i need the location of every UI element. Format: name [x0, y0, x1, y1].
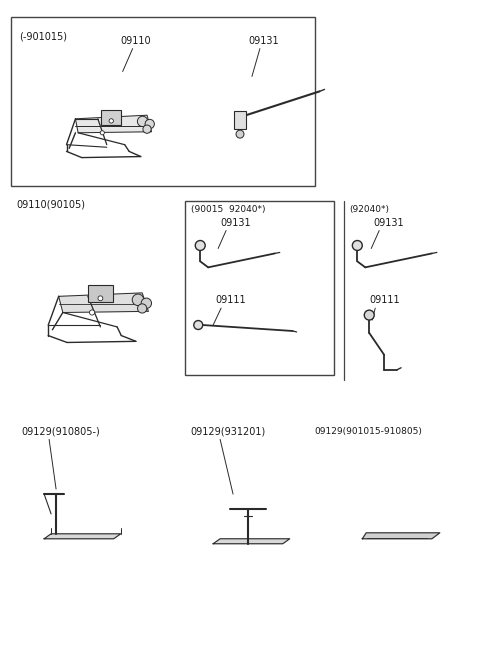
- Circle shape: [137, 116, 148, 127]
- Text: 09129(901015-910805): 09129(901015-910805): [314, 428, 422, 436]
- Text: 09129(910805-): 09129(910805-): [21, 426, 100, 436]
- Circle shape: [364, 310, 374, 320]
- Text: 09131: 09131: [373, 217, 404, 227]
- Circle shape: [352, 240, 362, 250]
- Polygon shape: [59, 293, 148, 313]
- Text: 09131: 09131: [220, 217, 251, 227]
- Circle shape: [98, 296, 103, 301]
- Circle shape: [194, 321, 203, 330]
- Circle shape: [138, 304, 147, 313]
- Bar: [234, 111, 246, 129]
- Text: 09111: 09111: [215, 295, 246, 305]
- Text: 09129(931201): 09129(931201): [190, 426, 265, 436]
- Polygon shape: [75, 115, 152, 133]
- Circle shape: [236, 130, 244, 138]
- Text: 09131: 09131: [248, 35, 278, 45]
- Text: (92040*): (92040*): [349, 205, 389, 214]
- Circle shape: [132, 294, 144, 306]
- Bar: [101, 110, 121, 125]
- Text: 09110(90105): 09110(90105): [16, 200, 85, 210]
- Polygon shape: [362, 533, 440, 539]
- Bar: [88, 285, 113, 302]
- Text: 09111: 09111: [369, 295, 400, 305]
- Circle shape: [145, 120, 155, 129]
- Circle shape: [195, 240, 205, 250]
- Circle shape: [143, 125, 151, 133]
- Circle shape: [89, 310, 95, 315]
- Text: 09110: 09110: [120, 35, 151, 45]
- Circle shape: [100, 131, 104, 135]
- Polygon shape: [44, 533, 120, 539]
- Circle shape: [141, 298, 152, 308]
- Circle shape: [109, 119, 113, 123]
- Polygon shape: [213, 539, 290, 544]
- Bar: [12, 17, 314, 186]
- Bar: [185, 201, 335, 374]
- Text: (90015  92040*): (90015 92040*): [192, 205, 266, 214]
- Text: (-901015): (-901015): [19, 32, 67, 41]
